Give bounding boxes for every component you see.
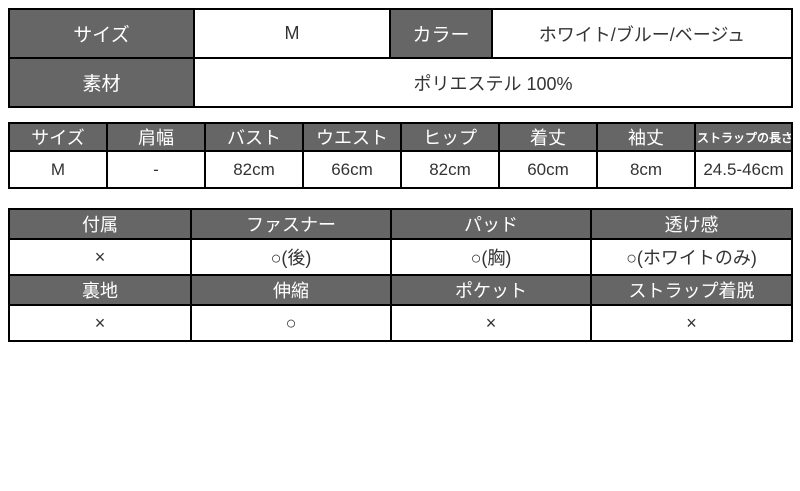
- measure-value-cell: 82cm: [204, 150, 304, 189]
- material-value-cell: ポリエステル 100%: [193, 57, 793, 108]
- table-row: サイズ M カラー ホワイト/ブルー/ベージュ: [8, 8, 793, 59]
- measure-header-cell: 着丈: [498, 122, 598, 152]
- measurements-table: サイズ 肩幅 バスト ウエスト ヒップ 着丈 袖丈 ストラップの長さ M - 8…: [8, 122, 793, 189]
- measure-header-cell: 肩幅: [106, 122, 206, 152]
- measure-value-cell: 8cm: [596, 150, 696, 189]
- feature-header-cell: ストラップ着脱: [590, 274, 793, 306]
- measure-header-cell: 袖丈: [596, 122, 696, 152]
- feature-header-cell: ファスナー: [190, 208, 392, 240]
- feature-header-cell: 裏地: [8, 274, 192, 306]
- color-label-cell: カラー: [389, 8, 493, 59]
- feature-header-cell: 透け感: [590, 208, 793, 240]
- feature-value-cell: ×: [390, 304, 592, 342]
- color-value-cell: ホワイト/ブルー/ベージュ: [491, 8, 793, 59]
- feature-value-cell: ×: [590, 304, 793, 342]
- feature-header-cell: ポケット: [390, 274, 592, 306]
- features-value-row: × ○ × ×: [8, 304, 793, 342]
- features-header-row: 付属 ファスナー パッド 透け感: [8, 208, 793, 240]
- measure-value-cell: 60cm: [498, 150, 598, 189]
- feature-value-cell: ○: [190, 304, 392, 342]
- feature-value-cell: ○(後): [190, 238, 392, 276]
- feature-header-cell: 付属: [8, 208, 192, 240]
- size-value-cell: M: [193, 8, 391, 59]
- measure-header-cell: サイズ: [8, 122, 108, 152]
- features-header-row: 裏地 伸縮 ポケット ストラップ着脱: [8, 274, 793, 306]
- measure-header-cell: ストラップの長さ: [694, 122, 793, 152]
- feature-header-cell: パッド: [390, 208, 592, 240]
- measure-header-cell: ヒップ: [400, 122, 500, 152]
- material-label-cell: 素材: [8, 57, 195, 108]
- measure-value-cell: 66cm: [302, 150, 402, 189]
- measure-header-cell: バスト: [204, 122, 304, 152]
- feature-value-cell: ×: [8, 238, 192, 276]
- feature-value-cell: ○(胸): [390, 238, 592, 276]
- size-label-cell: サイズ: [8, 8, 195, 59]
- measure-value-cell: 82cm: [400, 150, 500, 189]
- features-value-row: × ○(後) ○(胸) ○(ホワイトのみ): [8, 238, 793, 276]
- size-color-material-table: サイズ M カラー ホワイト/ブルー/ベージュ 素材 ポリエステル 100%: [8, 8, 793, 108]
- measure-header-cell: ウエスト: [302, 122, 402, 152]
- table-row: 素材 ポリエステル 100%: [8, 57, 793, 108]
- measurements-value-row: M - 82cm 66cm 82cm 60cm 8cm 24.5-46cm: [8, 150, 793, 189]
- measure-value-cell: -: [106, 150, 206, 189]
- feature-value-cell: ○(ホワイトのみ): [590, 238, 793, 276]
- measure-value-cell: 24.5-46cm: [694, 150, 793, 189]
- feature-value-cell: ×: [8, 304, 192, 342]
- features-table: 付属 ファスナー パッド 透け感 × ○(後) ○(胸) ○(ホワイトのみ) 裏…: [8, 208, 793, 342]
- measure-value-cell: M: [8, 150, 108, 189]
- feature-header-cell: 伸縮: [190, 274, 392, 306]
- measurements-header-row: サイズ 肩幅 バスト ウエスト ヒップ 着丈 袖丈 ストラップの長さ: [8, 122, 793, 152]
